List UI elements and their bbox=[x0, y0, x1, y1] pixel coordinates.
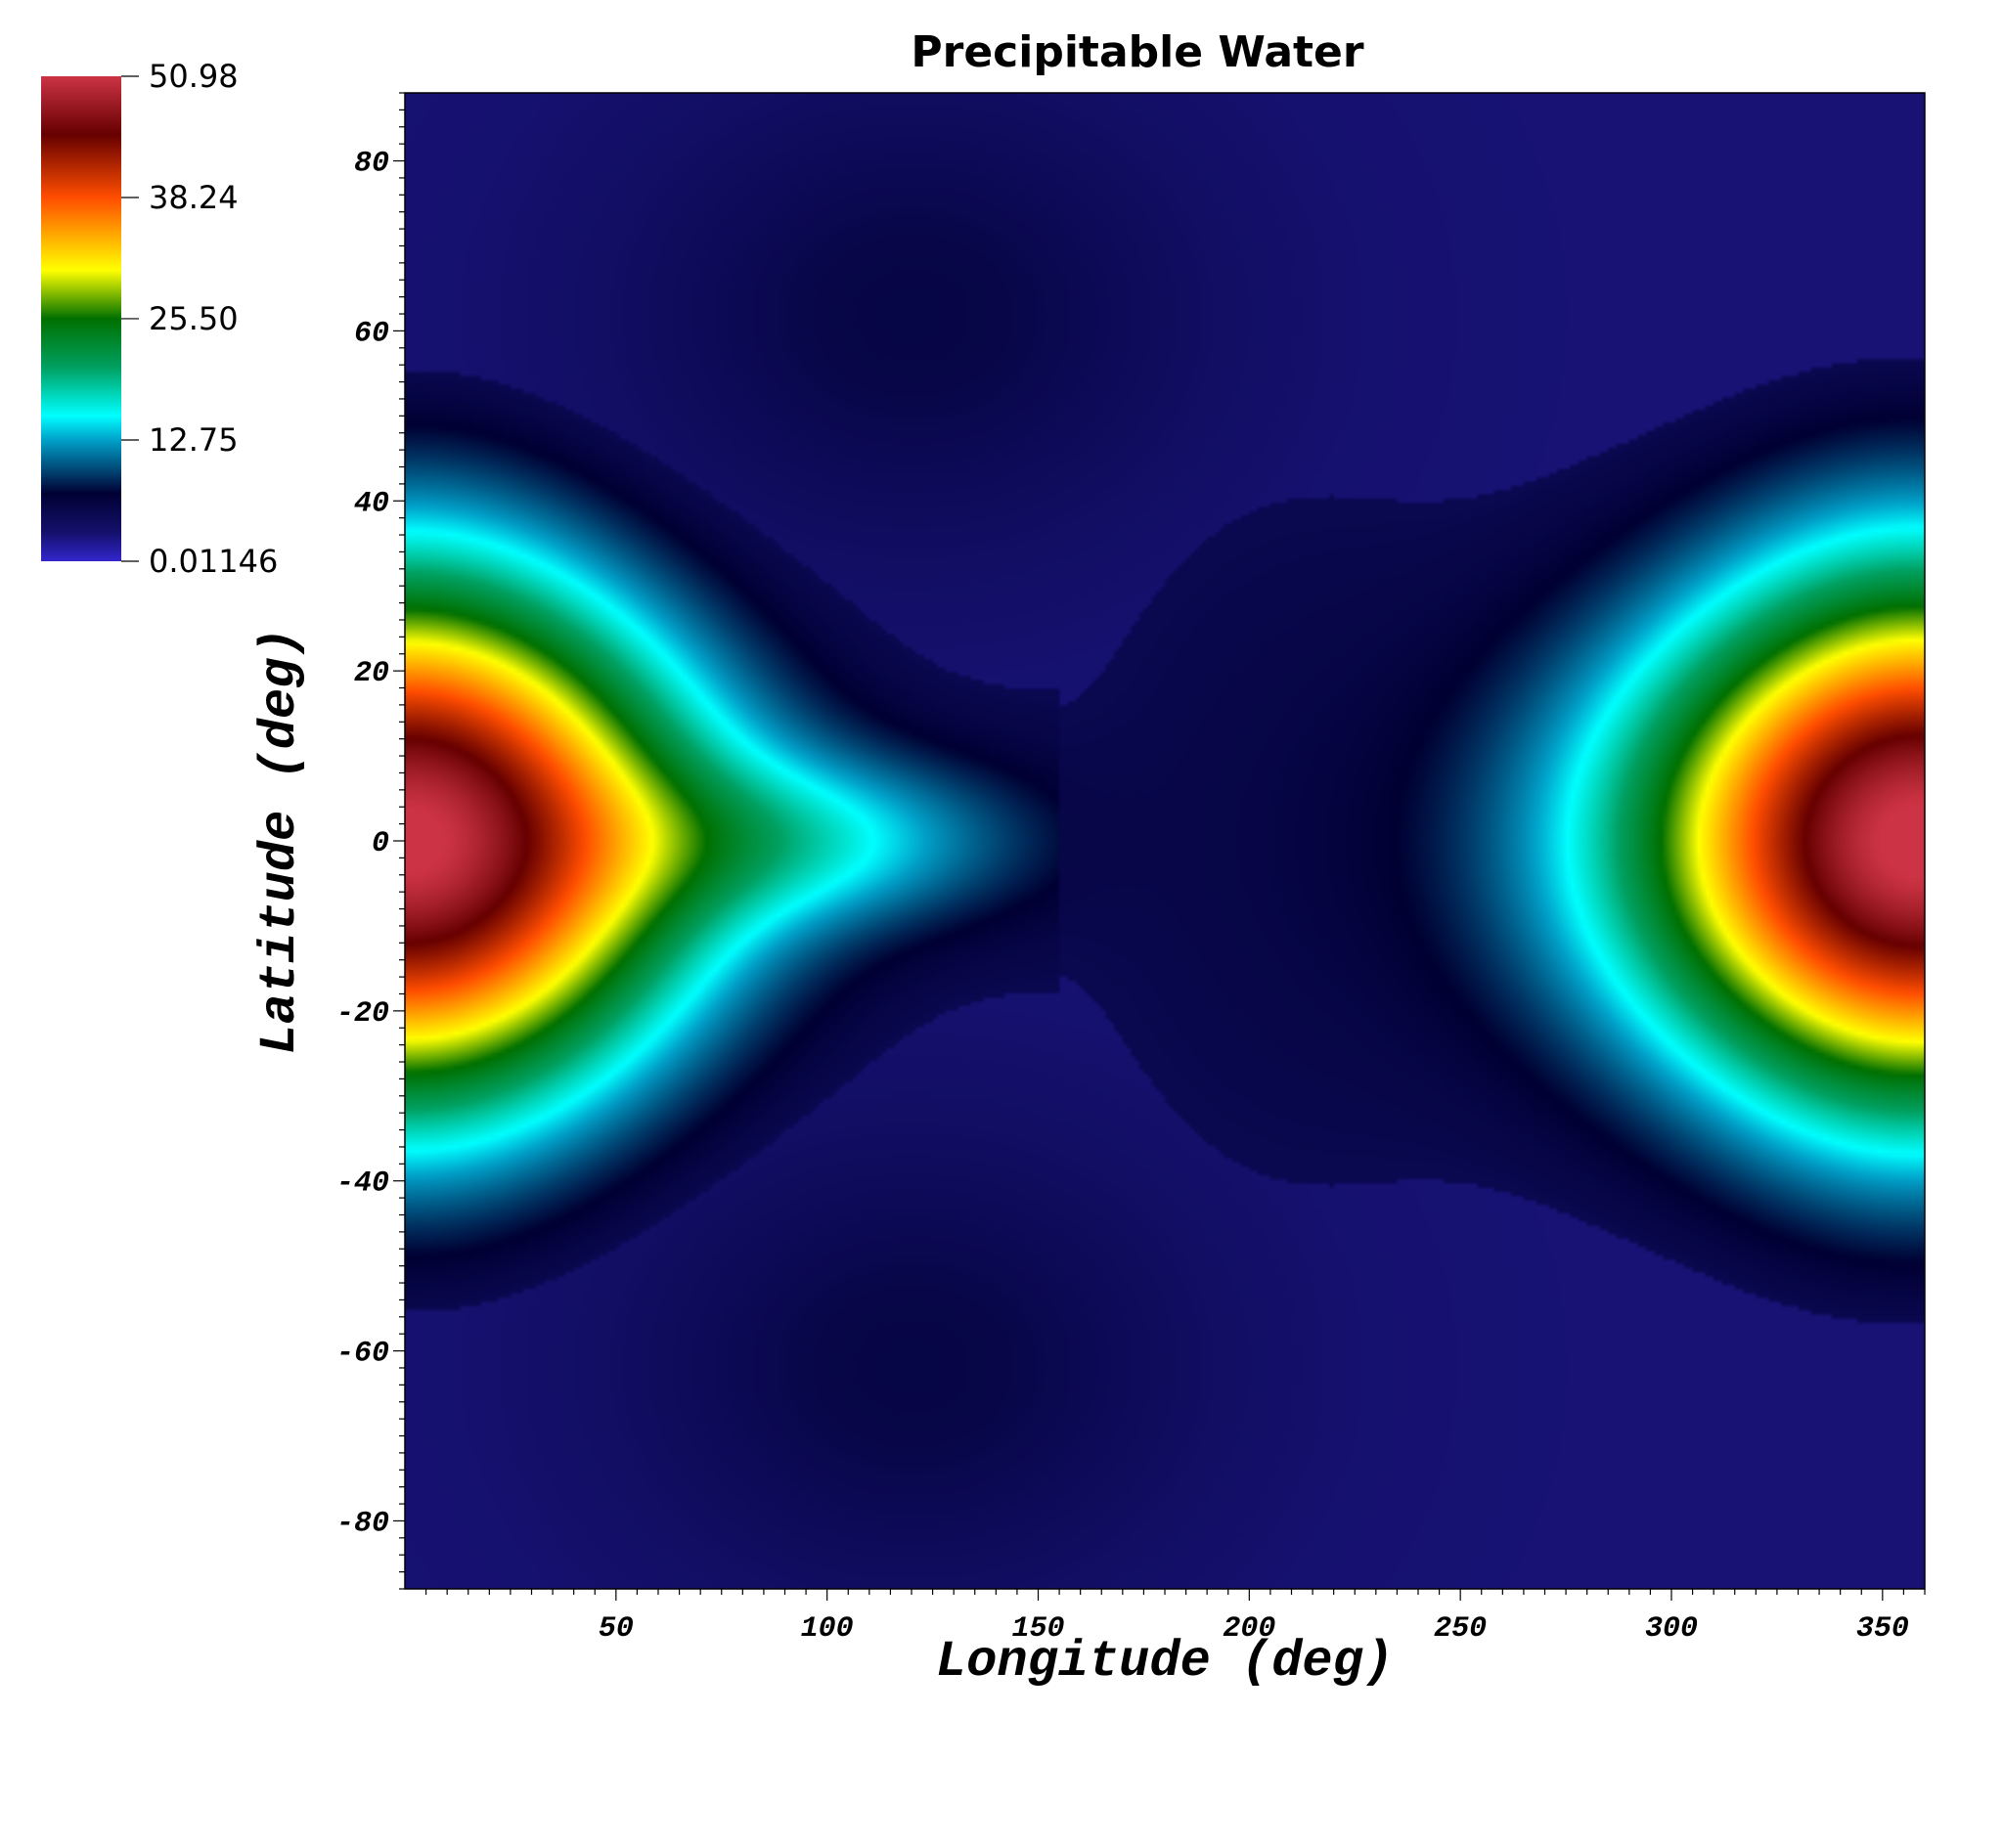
x-tick-label: 250 bbox=[1434, 1612, 1487, 1646]
plot-area bbox=[405, 93, 1925, 1589]
colorbar-ticks: 50.98 38.24 25.50 12.75 0.01146 bbox=[121, 58, 278, 580]
x-tick-label: 50 bbox=[599, 1612, 634, 1646]
y-tick-label: -20 bbox=[336, 997, 389, 1031]
y-tick-label: -40 bbox=[336, 1167, 389, 1201]
y-tick-label: 20 bbox=[354, 657, 389, 690]
x-tick-label: 200 bbox=[1223, 1612, 1275, 1646]
y-tick-label: 60 bbox=[354, 317, 389, 350]
y-tick-label: -80 bbox=[336, 1507, 389, 1540]
heatmap-field bbox=[405, 93, 1925, 1589]
y-tick-label: 40 bbox=[354, 487, 389, 520]
y-tick-label: 0 bbox=[372, 827, 389, 860]
colorbar-tick-label: 0.01146 bbox=[149, 543, 278, 580]
colorbar-gradient bbox=[41, 76, 121, 561]
x-tick-label: 100 bbox=[801, 1612, 854, 1646]
y-axis: 80 60 40 20 0 -20 -40 -60 -80 bbox=[336, 92, 405, 1590]
x-tick-label: 150 bbox=[1011, 1612, 1064, 1646]
y-axis-label: Latitude (deg) bbox=[251, 628, 309, 1055]
x-tick-label: 350 bbox=[1856, 1612, 1909, 1646]
colorbar-tick-label: 12.75 bbox=[149, 421, 239, 459]
y-tick-label: 80 bbox=[354, 148, 389, 181]
x-axis-label: Longitude (deg) bbox=[936, 1633, 1394, 1691]
y-tick-label: -60 bbox=[336, 1338, 389, 1371]
colorbar-tick-label: 38.24 bbox=[149, 179, 239, 216]
colorbar-tick-label: 25.50 bbox=[149, 300, 239, 337]
chart-title: Precipitable Water bbox=[911, 27, 1364, 77]
colorbar: 50.98 38.24 25.50 12.75 0.01146 bbox=[41, 58, 278, 580]
x-axis: 50 100 150 200 250 300 350 bbox=[424, 1589, 1926, 1646]
colorbar-tick-label: 50.98 bbox=[149, 58, 239, 95]
x-tick-label: 300 bbox=[1645, 1612, 1698, 1646]
